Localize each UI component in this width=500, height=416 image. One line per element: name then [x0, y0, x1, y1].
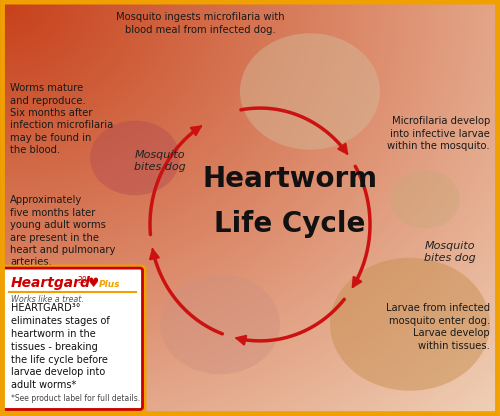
- Text: Mosquito
bites dog: Mosquito bites dog: [134, 150, 186, 172]
- Circle shape: [160, 275, 280, 374]
- Text: Heartgard: Heartgard: [11, 276, 91, 290]
- Text: Approximately
five months later
young adult worms
are present in the
heart and p: Approximately five months later young ad…: [10, 196, 116, 267]
- Text: 30: 30: [78, 276, 88, 285]
- Circle shape: [240, 33, 380, 150]
- Circle shape: [90, 121, 180, 196]
- Circle shape: [330, 258, 490, 391]
- Text: Works like a treat.: Works like a treat.: [11, 295, 84, 304]
- FancyBboxPatch shape: [2, 268, 142, 409]
- Text: Mosquito
bites dog: Mosquito bites dog: [424, 241, 476, 263]
- Text: HEARTGARD³°
eliminates stages of
heartworm in the
tissues - breaking
the life cy: HEARTGARD³° eliminates stages of heartwo…: [11, 303, 110, 390]
- Circle shape: [390, 171, 460, 229]
- Text: Life Cycle: Life Cycle: [214, 210, 366, 238]
- Text: Microfilaria develop
into infective larvae
within the mosquito.: Microfilaria develop into infective larv…: [388, 116, 490, 151]
- Text: Worms mature
and reproduce.
Six months after
infection microfilaria
may be found: Worms mature and reproduce. Six months a…: [10, 83, 113, 155]
- Text: ♥: ♥: [88, 277, 99, 290]
- Text: Mosquito ingests microfilaria with
blood meal from infected dog.: Mosquito ingests microfilaria with blood…: [116, 12, 284, 35]
- Text: Larvae from infected
mosquito enter dog.
Larvae develop
within tissues.: Larvae from infected mosquito enter dog.…: [386, 303, 490, 351]
- Text: Heartworm: Heartworm: [202, 165, 378, 193]
- Text: Plus: Plus: [99, 280, 120, 289]
- Text: *See product label for full details.: *See product label for full details.: [11, 394, 140, 403]
